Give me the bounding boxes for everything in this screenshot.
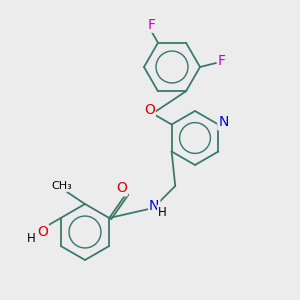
Text: O: O [37, 225, 48, 239]
Text: O: O [144, 103, 155, 116]
Text: H: H [158, 206, 167, 218]
Text: H: H [27, 232, 36, 245]
Text: F: F [148, 18, 156, 32]
Text: N: N [149, 199, 159, 213]
Text: O: O [116, 182, 127, 195]
Text: CH₃: CH₃ [52, 181, 72, 191]
Text: F: F [218, 54, 226, 68]
Text: N: N [218, 116, 229, 130]
